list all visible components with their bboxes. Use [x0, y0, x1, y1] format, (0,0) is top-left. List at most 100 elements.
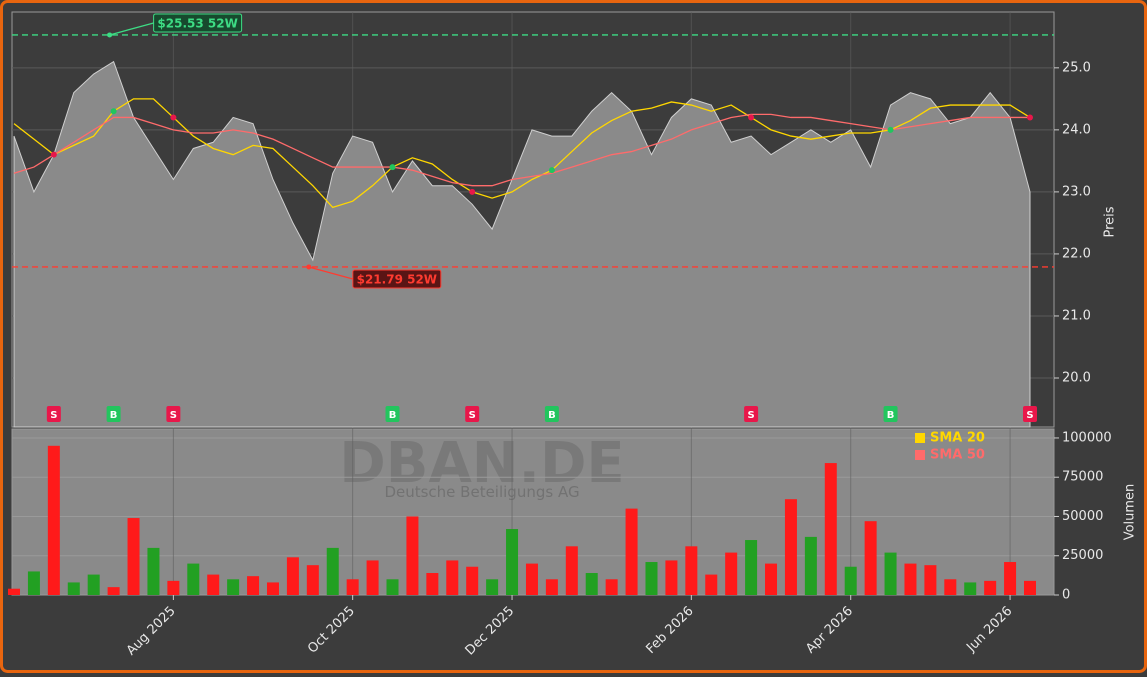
sma-line [13, 98, 1031, 209]
signal-dot [748, 114, 755, 121]
volume-bar [286, 557, 299, 595]
signal-badge [1023, 406, 1037, 422]
volume-bar [665, 560, 678, 595]
signal-label: B [887, 410, 895, 421]
y-tick-label: 24.0 [1062, 122, 1091, 137]
volume-bar [725, 552, 738, 595]
signal-dot [469, 188, 476, 195]
signal-badge [544, 406, 559, 422]
signal-label: B [389, 410, 397, 421]
volume-bar [864, 521, 877, 595]
signal-label: S [50, 410, 57, 421]
y-tick-label: 22.0 [1062, 246, 1091, 261]
signal-label: S [170, 410, 177, 421]
y-tick-label: 21.0 [1062, 308, 1091, 323]
volume-bar [107, 587, 120, 595]
volume-bar [605, 579, 618, 595]
volume-bar [1004, 562, 1017, 595]
legend-label: SMA 50 [930, 448, 985, 463]
volume-bar [884, 552, 897, 595]
volume-bar [525, 563, 538, 595]
volume-bar [306, 565, 319, 595]
signal-badge [465, 406, 480, 422]
signal-label: S [469, 410, 476, 421]
signal-label: B [110, 410, 118, 421]
annotation-arrow [308, 266, 353, 280]
volume-bar [585, 573, 598, 595]
volume-bar [187, 563, 200, 595]
volume-bar [426, 573, 439, 595]
volume-bar [247, 576, 260, 595]
y-tick-label: 20.0 [1062, 370, 1091, 385]
arrow-head [107, 32, 113, 38]
sma-line [13, 113, 1030, 187]
volume-bar [87, 574, 100, 595]
volume-bar [446, 560, 459, 595]
y-tick-label: 25.0 [1062, 60, 1091, 75]
signal-dot [548, 167, 555, 174]
signal-dot [887, 126, 894, 133]
watermark-subtitle: Deutsche Beteiligungs AG [384, 483, 579, 501]
volume-bar [565, 546, 578, 595]
volume-bar [784, 499, 797, 595]
volume-bar [486, 579, 499, 595]
y-axis-label: Volumen [1123, 484, 1138, 541]
volume-bar [366, 560, 379, 595]
signal-dot [170, 114, 177, 121]
legend-swatch [915, 450, 925, 460]
signal-badge [106, 406, 121, 422]
signal-label: S [1026, 410, 1033, 421]
volume-bar [765, 563, 778, 595]
signal-badge [385, 406, 400, 422]
watermark: DBAN.DE [339, 431, 624, 496]
volume-bar [147, 547, 160, 595]
volume-bar [824, 463, 837, 595]
y-tick-label: 0 [1062, 588, 1070, 603]
signal-label: S [747, 410, 754, 421]
volume-bar [67, 582, 80, 595]
y-tick-label: 25000 [1062, 548, 1103, 563]
y-tick-label: 50000 [1062, 509, 1103, 524]
signal-dot [1027, 114, 1033, 121]
y-tick-label: 100000 [1062, 430, 1112, 445]
volume-bar [506, 529, 519, 595]
volume-bar [386, 579, 399, 595]
legend-swatch [915, 433, 925, 443]
volume-bar [346, 579, 359, 595]
signal-dot [50, 151, 57, 158]
volume-bar [904, 563, 917, 595]
annotation-arrow [109, 22, 154, 36]
volume-bar [167, 580, 180, 595]
annotation-label: $21.79 52W [357, 272, 437, 286]
volume-bar [705, 574, 718, 595]
volume-bar [227, 579, 240, 595]
signal-dot [110, 108, 117, 115]
volume-bar [944, 579, 957, 595]
volume-bar [47, 445, 60, 595]
annotation-box [352, 269, 442, 289]
signal-dot [389, 164, 396, 171]
volume-bar [844, 566, 857, 595]
volume-bar [326, 547, 339, 595]
annotation-box [153, 13, 243, 33]
volume-bar [207, 574, 220, 595]
volume-bar [1024, 580, 1036, 595]
volume-bar [745, 540, 758, 595]
volume-bar [545, 579, 558, 595]
signal-badge [166, 406, 181, 422]
volume-bar [804, 536, 817, 595]
legend-label: SMA 20 [930, 431, 985, 446]
signal-label: B [548, 410, 556, 421]
volume-bar [984, 580, 997, 595]
volume-bar [127, 518, 140, 595]
volume-bar [466, 566, 479, 595]
volume-bar [625, 508, 638, 595]
volume-bar [406, 516, 419, 595]
annotation-label: $25.53 52W [157, 16, 237, 30]
volume-bar [964, 582, 977, 595]
volume-bar [645, 562, 658, 595]
volume-bar [27, 571, 40, 595]
volume-bar [924, 565, 937, 595]
